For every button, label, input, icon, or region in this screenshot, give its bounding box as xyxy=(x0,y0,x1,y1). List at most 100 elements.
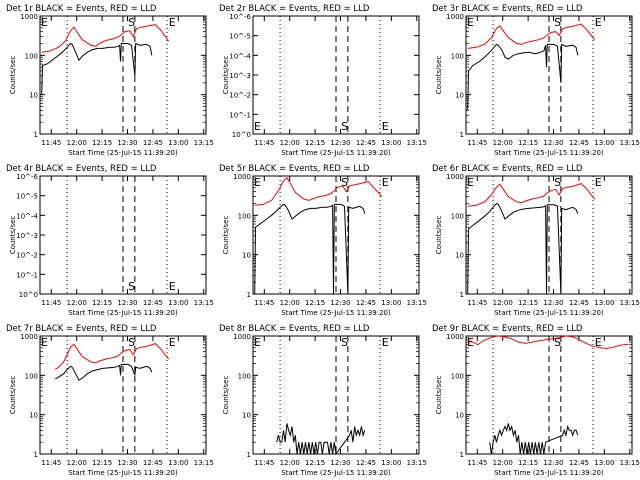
y-tick-label: 1000 xyxy=(20,13,38,21)
y-tick-label: 100 xyxy=(238,212,251,220)
x-tick-label: 13:15 xyxy=(407,459,427,467)
x-tick-label: 13:00 xyxy=(381,139,401,147)
y-tick-label: 100 xyxy=(451,52,464,60)
chart-title: Det 4r BLACK = Events, RED = LLD xyxy=(6,164,157,174)
x-tick-label: 12:00 xyxy=(493,459,513,467)
y-tick-label: 10 xyxy=(455,412,464,420)
x-tick-label: 12:00 xyxy=(280,139,300,147)
y-axis-label: Counts/sec xyxy=(435,56,443,95)
y-axis-label: Counts/sec xyxy=(222,216,230,255)
y-axis-label: Counts/sec xyxy=(435,216,443,255)
y-tick-label: 100 xyxy=(25,52,38,60)
x-tick-label: 12:00 xyxy=(493,139,513,147)
x-tick-label: 12:45 xyxy=(143,299,163,307)
events-series-line xyxy=(467,202,579,295)
chart-title: Det 1r BLACK = Events, RED = LLD xyxy=(6,4,157,14)
chart-panel: Det 6r BLACK = Events, RED = LLD 1 10 100 10… xyxy=(432,164,640,317)
y-tick-label: 10^-6 xyxy=(16,173,38,181)
lld-series-line xyxy=(41,24,170,53)
x-tick-label: 11:45 xyxy=(254,299,274,307)
y-axis-label: Counts/sec xyxy=(9,216,17,255)
event-marker-label: E xyxy=(41,16,48,29)
y-tick-label: 10^-3 xyxy=(16,232,38,240)
chart-panel: Det 8r BLACK = Events, RED = LLD 1 10 100 10… xyxy=(219,324,427,477)
y-tick-label: 10 xyxy=(455,252,464,260)
y-tick-label: 100 xyxy=(451,372,464,380)
events-series-line xyxy=(489,423,579,455)
x-tick-label: 12:15 xyxy=(518,299,538,307)
x-tick-label: 12:30 xyxy=(117,299,137,307)
event-marker-label: S xyxy=(554,336,561,349)
x-tick-label: 12:00 xyxy=(67,299,87,307)
x-axis-label: Start Time (25-Jul-15 11:39:20) xyxy=(494,309,604,317)
event-marker-label: S xyxy=(341,336,348,349)
chart-panel: Det 9r BLACK = Events, RED = LLD 1 10 100 10… xyxy=(432,324,640,477)
event-marker-label: S xyxy=(341,176,348,189)
x-tick-label: 11:45 xyxy=(254,139,274,147)
event-marker-label: E xyxy=(382,336,389,349)
chart-panel: Det 5r BLACK = Events, RED = LLD 1 10 100 10… xyxy=(219,164,427,317)
event-marker-label: E xyxy=(41,336,48,349)
y-tick-label: 1000 xyxy=(446,13,464,21)
y-tick-label: 100 xyxy=(451,212,464,220)
event-marker-label: E xyxy=(467,16,474,29)
x-tick-label: 12:15 xyxy=(92,299,112,307)
y-axis-label: Counts/sec xyxy=(222,376,230,415)
event-marker-label: E xyxy=(595,336,602,349)
x-tick-label: 12:45 xyxy=(143,139,163,147)
y-tick-label: 10^0 xyxy=(19,291,38,299)
chart-title: Det 2r BLACK = Events, RED = LLD xyxy=(219,4,370,14)
x-tick-label: 11:45 xyxy=(467,139,487,147)
events-series-line xyxy=(467,43,579,111)
x-tick-label: 13:00 xyxy=(381,459,401,467)
event-marker-label: E xyxy=(467,176,474,189)
y-tick-label: 10^-2 xyxy=(16,252,38,260)
chart-panel: Det 3r BLACK = Events, RED = LLD 1 10 100 10… xyxy=(432,4,640,157)
event-marker-label: E xyxy=(254,336,261,349)
x-tick-label: 13:00 xyxy=(594,139,614,147)
events-series-line xyxy=(41,42,153,95)
y-tick-label: 100 xyxy=(238,372,251,380)
chart-panel: Det 7r BLACK = Events, RED = LLD 1 10 100 10… xyxy=(6,324,214,477)
x-tick-label: 12:30 xyxy=(330,299,350,307)
x-tick-label: 12:00 xyxy=(67,139,87,147)
y-tick-label: 10^-4 xyxy=(229,52,251,60)
x-axis-label: Start Time (25-Jul-15 11:39:20) xyxy=(68,469,178,477)
y-axis-label: Counts/sec xyxy=(435,376,443,415)
event-marker-label: S xyxy=(341,120,348,133)
y-tick-label: 10^-5 xyxy=(229,33,251,41)
x-tick-label: 12:15 xyxy=(305,139,325,147)
x-tick-label: 12:45 xyxy=(569,139,589,147)
y-tick-label: 1000 xyxy=(233,333,251,341)
event-marker-label: E xyxy=(382,176,389,189)
event-marker-label: E xyxy=(169,16,176,29)
x-tick-label: 12:15 xyxy=(92,459,112,467)
x-tick-label: 13:00 xyxy=(594,459,614,467)
x-tick-label: 12:00 xyxy=(280,299,300,307)
x-tick-label: 12:15 xyxy=(92,139,112,147)
x-tick-label: 12:45 xyxy=(569,299,589,307)
y-tick-label: 1000 xyxy=(233,173,251,181)
x-tick-label: 12:30 xyxy=(543,459,563,467)
y-tick-label: 1 xyxy=(247,291,251,299)
event-marker-label: E xyxy=(169,280,176,293)
event-marker-label: E xyxy=(169,336,176,349)
y-tick-label: 10^-1 xyxy=(229,111,251,119)
lld-series-line xyxy=(467,335,629,350)
y-tick-label: 1000 xyxy=(446,333,464,341)
event-marker-label: E xyxy=(254,176,261,189)
x-axis-label: Start Time (25-Jul-15 11:39:20) xyxy=(68,149,178,157)
chart-panel: Det 1r BLACK = Events, RED = LLD 1 10 100 10… xyxy=(6,4,214,157)
x-axis-label: Start Time (25-Jul-15 11:39:20) xyxy=(281,309,391,317)
x-tick-label: 12:30 xyxy=(330,139,350,147)
x-tick-label: 11:45 xyxy=(467,459,487,467)
x-axis-label: Start Time (25-Jul-15 11:39:20) xyxy=(494,149,604,157)
x-tick-label: 12:30 xyxy=(543,299,563,307)
x-tick-label: 12:00 xyxy=(67,459,87,467)
y-tick-label: 1 xyxy=(460,291,464,299)
x-tick-label: 13:15 xyxy=(407,139,427,147)
x-tick-label: 12:45 xyxy=(356,459,376,467)
y-tick-label: 10 xyxy=(29,92,38,100)
y-tick-label: 10^0 xyxy=(232,131,251,139)
event-marker-label: S xyxy=(554,16,561,29)
